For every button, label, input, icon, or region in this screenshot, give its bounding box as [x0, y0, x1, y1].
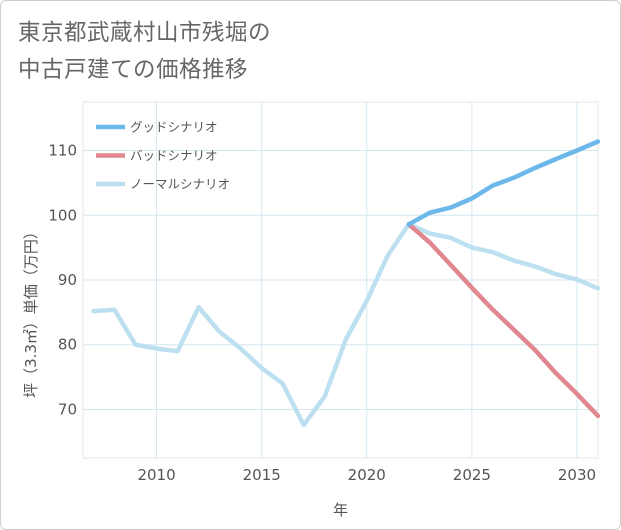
- legend-label: ノーマルシナリオ: [130, 177, 230, 192]
- good-scenario-line: [406, 139, 601, 227]
- y-tick-label: 70: [58, 400, 77, 418]
- x-tick-label: 2020: [348, 466, 386, 484]
- x-tick-label: 2015: [243, 466, 281, 484]
- x-tick-label: 2025: [453, 466, 491, 484]
- x-tick-label: 2010: [137, 466, 175, 484]
- x-tick-label: 2030: [558, 466, 596, 484]
- series-layer: [91, 139, 601, 428]
- y-axis-title: 坪（3.3㎡）単価（万円）: [22, 224, 40, 398]
- legend-label: バッドシナリオ: [130, 148, 218, 163]
- legend-item-bad: バッドシナリオ: [96, 148, 218, 163]
- x-axis-title: 年: [333, 501, 348, 519]
- x-tick-labels: 2010 2015 2020 2025 2030: [137, 466, 596, 484]
- grid-lines: [83, 102, 598, 458]
- normal-scenario-line: [91, 222, 601, 428]
- y-tick-label: 110: [48, 142, 77, 160]
- y-tick-labels: 70 80 90 100 110: [48, 142, 77, 419]
- y-tick-label: 80: [58, 336, 77, 354]
- y-tick-label: 100: [48, 206, 77, 224]
- legend-item-normal: ノーマルシナリオ: [96, 177, 230, 192]
- y-tick-label: 90: [58, 271, 77, 289]
- bad-scenario-line: [406, 222, 601, 419]
- chart-title: 東京都武蔵村山市残堀の 中古戸建ての価格推移: [18, 15, 271, 89]
- chart-title-line2: 中古戸建ての価格推移: [18, 57, 249, 83]
- chart-title-line1: 東京都武蔵村山市残堀の: [18, 20, 272, 46]
- legend-item-good: グッドシナリオ: [96, 120, 218, 135]
- legend-label: グッドシナリオ: [130, 120, 218, 135]
